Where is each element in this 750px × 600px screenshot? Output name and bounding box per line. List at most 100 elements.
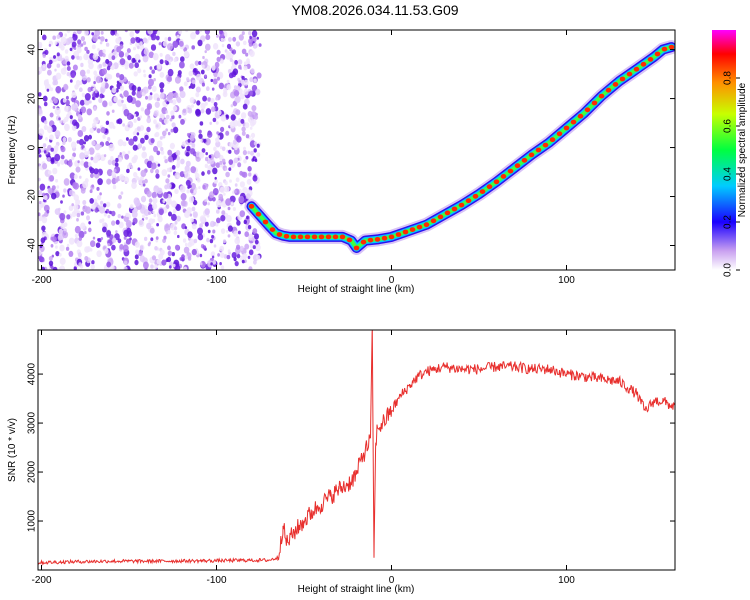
noise-point (82, 180, 89, 189)
ridge-peak (493, 179, 500, 185)
noise-point (256, 72, 262, 79)
noise-point (77, 252, 82, 258)
noise-point (150, 138, 155, 144)
noise-point (79, 152, 85, 160)
noise-point (119, 244, 124, 250)
noise-point (153, 145, 158, 153)
noise-point (163, 235, 167, 240)
noise-point (236, 220, 241, 226)
noise-point (171, 200, 177, 208)
noise-point (38, 108, 43, 115)
noise-point (201, 171, 205, 176)
noise-point (135, 37, 141, 43)
noise-point (204, 101, 208, 106)
noise-point (38, 43, 42, 49)
noise-point (234, 261, 239, 267)
noise-point (191, 206, 196, 212)
noise-point (231, 49, 237, 55)
ridge-peak (276, 232, 283, 237)
noise-point (46, 126, 53, 134)
noise-point (104, 248, 109, 254)
noise-point (74, 233, 78, 238)
noise-point (110, 156, 114, 161)
noise-point (172, 51, 176, 57)
ridge-peak (388, 234, 395, 240)
noise-point (243, 88, 249, 96)
noise-point (226, 215, 232, 223)
noise-point (250, 150, 254, 156)
noise-point (234, 237, 240, 245)
noise-point (115, 37, 121, 44)
ridge-peak (486, 184, 493, 190)
noise-point (139, 44, 145, 51)
noise-point (100, 36, 105, 42)
noise-point (44, 120, 48, 125)
noise-point (54, 68, 57, 72)
noise-point (229, 142, 234, 148)
noise-point (68, 237, 75, 245)
noise-point (159, 59, 164, 65)
noise-point (163, 155, 167, 160)
noise-point (226, 229, 229, 233)
noise-point (171, 122, 176, 128)
ridge-peak (283, 233, 290, 239)
noise-point (94, 143, 101, 151)
noise-point (189, 97, 195, 104)
noise-point (248, 172, 252, 177)
ridge-peak (353, 245, 360, 251)
noise-point (199, 30, 203, 33)
noise-point (221, 43, 225, 48)
noise-point (221, 146, 226, 152)
noise-point (123, 90, 129, 98)
noise-point (233, 157, 239, 164)
noise-point (91, 204, 96, 210)
noise-point (38, 204, 42, 211)
ridge-peak (528, 152, 535, 158)
noise-point (215, 152, 221, 159)
noise-point (167, 245, 171, 251)
ridge-peak (262, 219, 269, 225)
noise-point (238, 195, 245, 204)
noise-point (152, 203, 158, 210)
bottom-y-axis-label: SNR (10 * v/v) (7, 418, 18, 482)
noise-point (170, 110, 175, 116)
noise-point (84, 46, 88, 52)
colorbar-tick-label: 0.6 (723, 119, 734, 133)
noise-point (91, 32, 95, 36)
noise-point (151, 69, 155, 74)
noise-point (133, 118, 137, 123)
noise-point (138, 219, 145, 227)
noise-point (56, 63, 61, 68)
noise-point (90, 156, 94, 161)
noise-point (119, 174, 125, 181)
noise-point (116, 33, 120, 37)
noise-point (105, 120, 110, 126)
noise-point (241, 31, 245, 36)
noise-point (63, 188, 67, 193)
noise-point (252, 175, 258, 182)
noise-point (83, 135, 90, 142)
noise-point (142, 151, 147, 158)
noise-point (88, 134, 92, 140)
noise-point (54, 130, 61, 138)
noise-point (199, 121, 204, 126)
noise-point (105, 141, 110, 146)
noise-point (247, 255, 251, 260)
noise-point (223, 38, 226, 42)
noise-point (156, 63, 162, 70)
noise-point (77, 114, 82, 120)
noise-point (179, 61, 185, 69)
noise-point (117, 139, 124, 147)
noise-point (187, 231, 193, 239)
ridge-peak (619, 76, 626, 82)
colorbar-tick-label: 0.0 (723, 263, 734, 277)
noise-point (70, 141, 77, 149)
noise-point (186, 145, 191, 152)
noise-point (162, 199, 166, 204)
noise-point (244, 122, 250, 129)
colorbar: 0.0 0.2 0.4 0.6 0.8 Normalized spectral ampl… (712, 30, 748, 277)
noise-point (151, 85, 157, 92)
noise-point (216, 76, 220, 81)
noise-point (107, 137, 111, 141)
noise-point (106, 178, 112, 185)
